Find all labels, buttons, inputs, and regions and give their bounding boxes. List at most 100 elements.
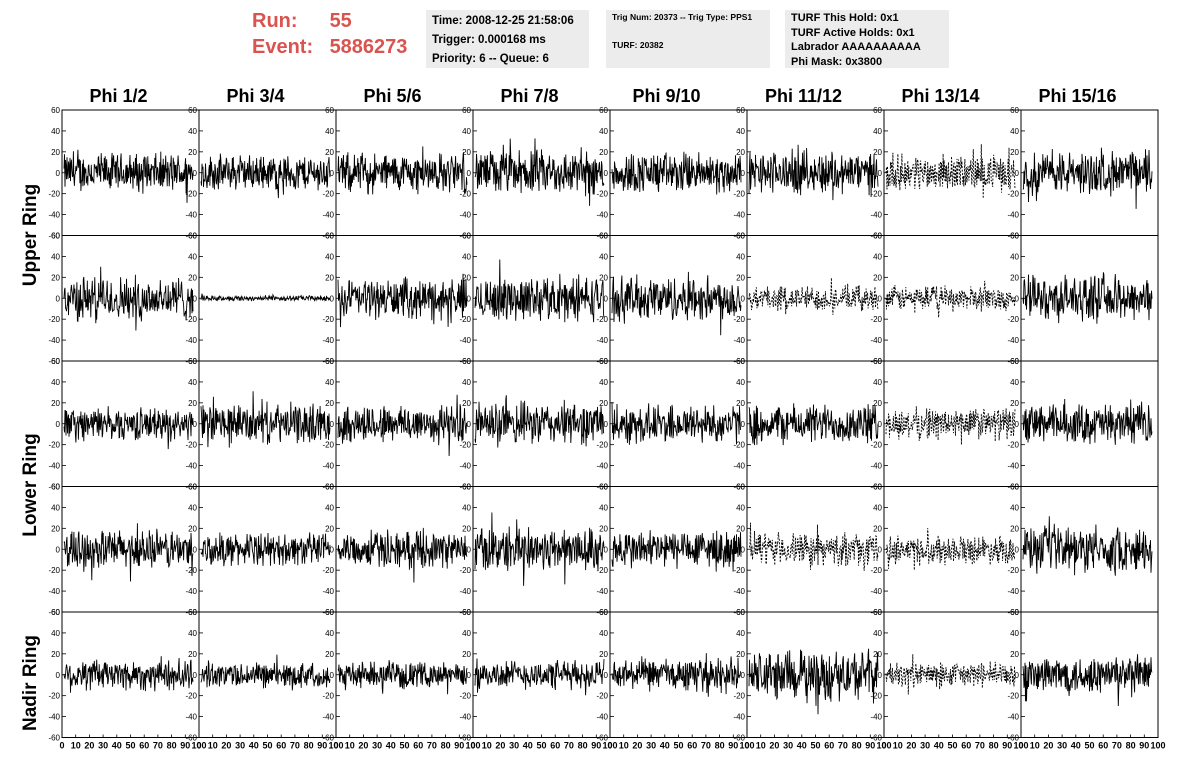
y-tick-label: -20 (185, 315, 197, 324)
waveform-trace (748, 648, 879, 715)
y-tick-label: 60 (736, 357, 745, 366)
y-tick-label: 40 (462, 252, 471, 261)
x-tick-label: 90 (180, 741, 190, 751)
x-tick-label: 70 (564, 741, 574, 751)
y-tick-label: 20 (325, 650, 334, 659)
phi-header-11-12: Phi 11/12 (764, 86, 843, 106)
y-tick-label: 60 (325, 608, 334, 617)
panel-frame (883, 235, 1022, 362)
x-tick-label: 100 (602, 741, 617, 751)
y-tick-label: -20 (870, 692, 882, 701)
y-tick-label: 60 (1010, 608, 1019, 617)
y-tick-label: 20 (325, 148, 334, 157)
turf-this-hold-line: TURF This Hold: 0x1 (791, 12, 899, 24)
y-tick-label: 20 (325, 399, 334, 408)
y-tick-label: 0 (193, 671, 198, 680)
y-tick-label: -20 (48, 315, 60, 324)
y-tick-label: -20 (322, 315, 334, 324)
y-tick-label: 60 (736, 483, 745, 492)
y-tick-label: 20 (736, 148, 745, 157)
x-tick-label: 50 (947, 741, 957, 751)
y-tick-label: 40 (325, 127, 334, 136)
y-tick-label: -20 (48, 566, 60, 575)
y-tick-label: -40 (48, 462, 60, 471)
run-event-box: Run: 55 Event: 5886273 (252, 8, 407, 60)
y-tick-label: 20 (188, 148, 197, 157)
y-tick-label: -40 (48, 713, 60, 722)
y-tick-label: 20 (1010, 399, 1019, 408)
y-tick-label: -40 (870, 211, 882, 220)
x-tick-label: 20 (906, 741, 916, 751)
y-tick-label: 60 (736, 232, 745, 241)
y-tick-label: 40 (599, 252, 608, 261)
y-tick-label: -20 (596, 566, 608, 575)
y-tick-label: 20 (873, 148, 882, 157)
y-tick-label: -20 (596, 441, 608, 450)
y-tick-label: -40 (48, 587, 60, 596)
y-tick-label: 40 (462, 629, 471, 638)
x-tick-label: 70 (1112, 741, 1122, 751)
y-tick-label: 0 (604, 545, 609, 554)
y-tick-label: 40 (51, 378, 60, 387)
y-tick-label: 20 (1010, 650, 1019, 659)
y-tick-label: 60 (1010, 232, 1019, 241)
y-tick-label: 20 (736, 273, 745, 282)
phi-header-15-16: Phi 15/16 (1038, 86, 1117, 106)
x-tick-label: 20 (358, 741, 368, 751)
x-tick-label: 0 (607, 741, 612, 751)
event-row: Event: 5886273 (252, 34, 407, 60)
x-tick-label: 0 (196, 741, 201, 751)
y-tick-label: 0 (56, 420, 61, 429)
y-tick-label: 20 (873, 399, 882, 408)
y-tick-label: 0 (193, 294, 198, 303)
x-tick-label: 50 (1084, 741, 1094, 751)
x-tick-label: 90 (865, 741, 875, 751)
y-tick-label: 60 (736, 106, 745, 115)
y-tick-label: 40 (1010, 503, 1019, 512)
x-tick-label: 20 (632, 741, 642, 751)
y-tick-label: 0 (56, 294, 61, 303)
phi-header-9-10: Phi 9/10 (632, 86, 701, 106)
event-label: Event: (252, 36, 314, 58)
x-tick-label: 10 (756, 741, 766, 751)
trig-num-line: Trig Num: 20373 -- Trig Type: PPS1 (612, 12, 753, 22)
y-tick-label: 20 (599, 524, 608, 533)
y-tick-label: 0 (741, 169, 746, 178)
y-tick-label: 20 (51, 273, 60, 282)
x-tick-label: 40 (660, 741, 670, 751)
y-tick-label: 60 (599, 483, 608, 492)
y-tick-label: 40 (736, 503, 745, 512)
x-tick-label: 40 (934, 741, 944, 751)
y-tick-label: 0 (56, 545, 61, 554)
y-tick-label: 20 (736, 399, 745, 408)
y-tick-label: 40 (1010, 629, 1019, 638)
time-line: Time: 2008-12-25 21:58:06 (432, 15, 574, 27)
y-tick-label: 60 (325, 357, 334, 366)
waveform-trace (885, 406, 1016, 445)
x-tick-label: 100 (191, 741, 206, 751)
y-tick-label: 0 (467, 294, 472, 303)
y-tick-label: 0 (741, 671, 746, 680)
y-tick-label: -40 (1007, 336, 1019, 345)
x-tick-label: 20 (84, 741, 94, 751)
x-tick-label: 0 (59, 741, 64, 751)
y-tick-label: -60 (48, 608, 60, 617)
y-tick-label: 20 (1010, 524, 1019, 533)
x-tick-label: 70 (427, 741, 437, 751)
waveform-trace (337, 394, 468, 457)
y-tick-label: -20 (596, 692, 608, 701)
x-tick-label: 30 (646, 741, 656, 751)
x-tick-label: 10 (1030, 741, 1040, 751)
y-tick-label: -40 (459, 211, 471, 220)
waveform-trace (611, 530, 742, 572)
x-tick-label: 70 (290, 741, 300, 751)
x-tick-label: 50 (536, 741, 546, 751)
x-tick-label: 90 (1002, 741, 1012, 751)
waveform-trace (63, 149, 194, 203)
x-tick-label: 0 (881, 741, 886, 751)
y-tick-label: -40 (322, 462, 334, 471)
